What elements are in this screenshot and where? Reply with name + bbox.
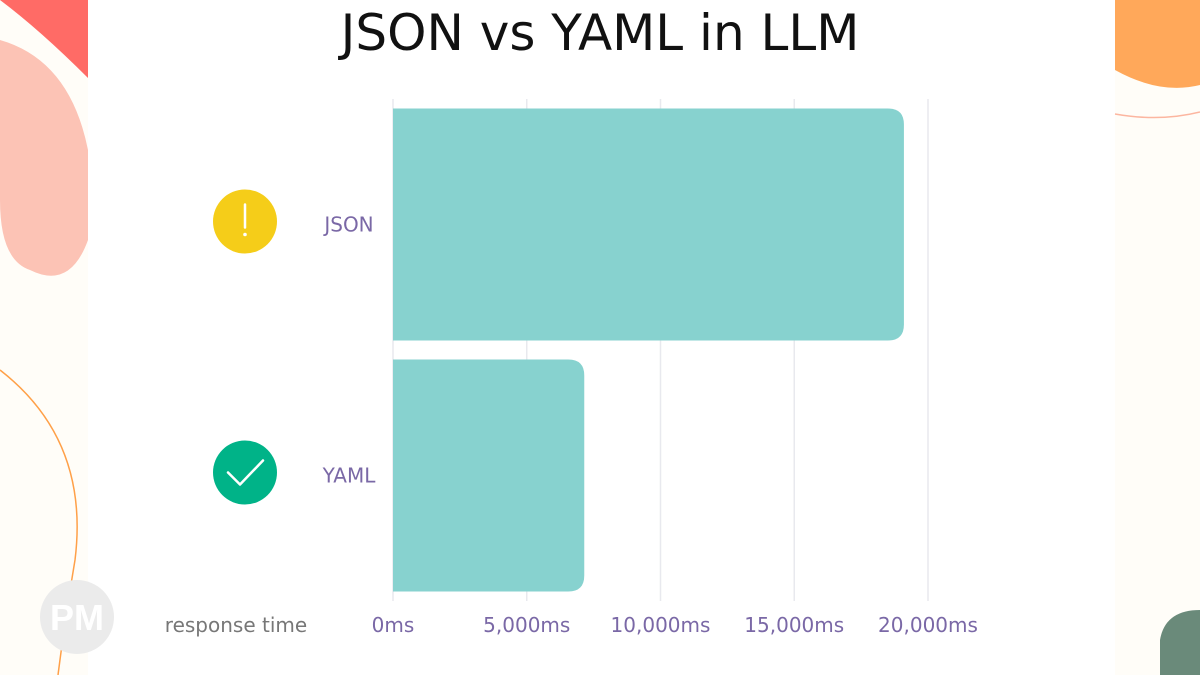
x-tick-label: 5,000ms: [483, 613, 570, 637]
decor-orange-blob: [1115, 0, 1200, 88]
decor-pink-line: [1114, 111, 1200, 119]
x-tick-label: 0ms: [372, 613, 415, 637]
bar-json: [393, 108, 904, 341]
right-decor-panel: [1115, 0, 1200, 675]
check-icon: [213, 440, 277, 505]
decor-green-blob: [1160, 610, 1200, 675]
x-tick-label: 10,000ms: [611, 613, 711, 637]
pm-logo: [40, 580, 114, 654]
category-label: YAML: [322, 464, 377, 488]
decor-red-blob: [0, 0, 88, 78]
chart-title: JSON vs YAML in LLM: [340, 4, 860, 62]
x-axis-label: response time: [165, 613, 307, 637]
decor-pink-blob: [0, 40, 88, 276]
pm-logo-text: PM: [50, 597, 104, 638]
x-tick-label: 15,000ms: [744, 613, 844, 637]
x-tick-label: 20,000ms: [878, 613, 978, 637]
exclamation-icon: [213, 189, 277, 254]
bar-yaml: [393, 359, 585, 592]
category-label: JSON: [322, 213, 373, 237]
